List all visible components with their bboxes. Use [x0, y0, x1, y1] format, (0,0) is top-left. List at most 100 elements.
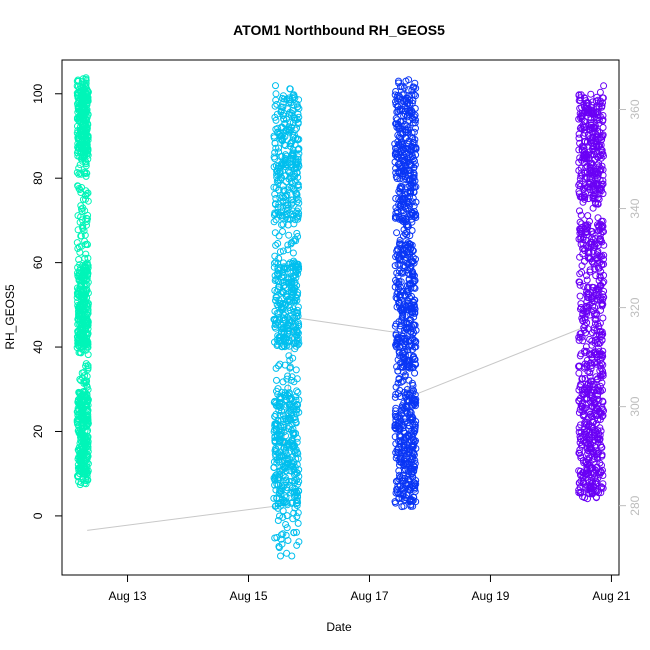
data-point	[289, 328, 297, 336]
data-point	[82, 298, 90, 306]
data-point	[587, 151, 595, 159]
data-point	[270, 398, 278, 406]
data-point	[270, 218, 278, 226]
data-point	[290, 509, 298, 517]
data-point	[272, 296, 280, 304]
data-point	[271, 229, 279, 237]
data-point	[399, 140, 407, 148]
data-point	[410, 493, 418, 501]
secondary-line	[87, 316, 584, 531]
data-point	[584, 212, 592, 220]
data-point	[404, 290, 412, 298]
data-point	[82, 451, 90, 459]
data-point	[600, 241, 608, 249]
y2-tick-label: 280	[628, 495, 642, 515]
data-point	[578, 314, 586, 322]
data-point	[278, 269, 286, 277]
data-point	[587, 243, 595, 251]
data-point	[394, 486, 401, 494]
data-point	[411, 463, 419, 471]
data-point	[84, 408, 92, 416]
data-point	[600, 82, 608, 90]
data-point	[272, 96, 280, 104]
data-point	[294, 118, 302, 126]
data-point	[411, 356, 419, 363]
data-point	[404, 223, 412, 230]
data-point	[408, 198, 416, 206]
data-point	[275, 144, 283, 152]
data-point	[580, 124, 588, 132]
data-point	[275, 270, 283, 278]
data-point	[586, 485, 594, 493]
data-point	[406, 167, 414, 175]
data-point	[79, 144, 87, 152]
data-point	[410, 352, 417, 360]
data-point	[286, 97, 294, 105]
data-point	[594, 358, 602, 366]
data-point	[406, 446, 414, 454]
data-point	[405, 448, 412, 456]
data-point	[402, 415, 410, 423]
data-point	[83, 372, 91, 380]
data-point	[395, 141, 403, 149]
data-point	[575, 369, 583, 377]
data-point	[82, 477, 90, 485]
data-point	[406, 364, 414, 372]
data-point	[598, 451, 606, 459]
data-point	[273, 387, 280, 395]
data-point	[294, 389, 302, 396]
data-point	[285, 477, 293, 485]
data-point	[288, 552, 296, 560]
data-point	[294, 401, 302, 409]
data-point	[77, 213, 85, 221]
data-point	[289, 196, 297, 204]
data-point	[411, 79, 419, 87]
data-point	[401, 134, 409, 142]
data-point	[587, 463, 595, 471]
data-point	[405, 376, 413, 384]
data-point	[579, 250, 587, 258]
data-point	[79, 116, 87, 123]
data-point	[411, 479, 419, 487]
data-point	[577, 350, 585, 358]
data-point	[79, 326, 87, 334]
data-point	[576, 292, 584, 300]
data-point	[411, 284, 419, 292]
data-point	[271, 434, 279, 442]
data-point	[593, 295, 601, 303]
data-point	[289, 180, 297, 188]
data-point	[577, 193, 585, 201]
data-point	[409, 497, 417, 504]
data-point	[80, 439, 88, 447]
data-point	[273, 459, 281, 467]
series-0	[73, 74, 92, 489]
data-point	[583, 470, 591, 478]
data-point	[274, 240, 282, 247]
data-point	[82, 276, 90, 284]
data-point	[595, 119, 603, 127]
data-point	[599, 386, 606, 394]
data-point	[404, 432, 412, 440]
data-point	[583, 184, 591, 191]
data-point	[272, 90, 280, 98]
data-point	[410, 155, 417, 162]
data-point	[575, 479, 583, 487]
data-point	[579, 337, 587, 345]
data-point	[398, 91, 406, 99]
data-point	[79, 276, 87, 284]
data-point	[77, 446, 85, 453]
data-point	[582, 343, 590, 351]
data-point	[396, 267, 403, 275]
data-point	[575, 278, 583, 286]
data-point	[410, 169, 417, 177]
data-point	[281, 389, 289, 397]
data-point	[83, 322, 91, 330]
data-point	[394, 379, 402, 387]
data-point	[292, 470, 300, 478]
data-point	[80, 105, 87, 113]
data-point	[594, 254, 601, 262]
data-point	[403, 455, 411, 463]
data-point	[598, 336, 606, 344]
data-point	[411, 427, 419, 435]
data-point	[591, 265, 599, 273]
